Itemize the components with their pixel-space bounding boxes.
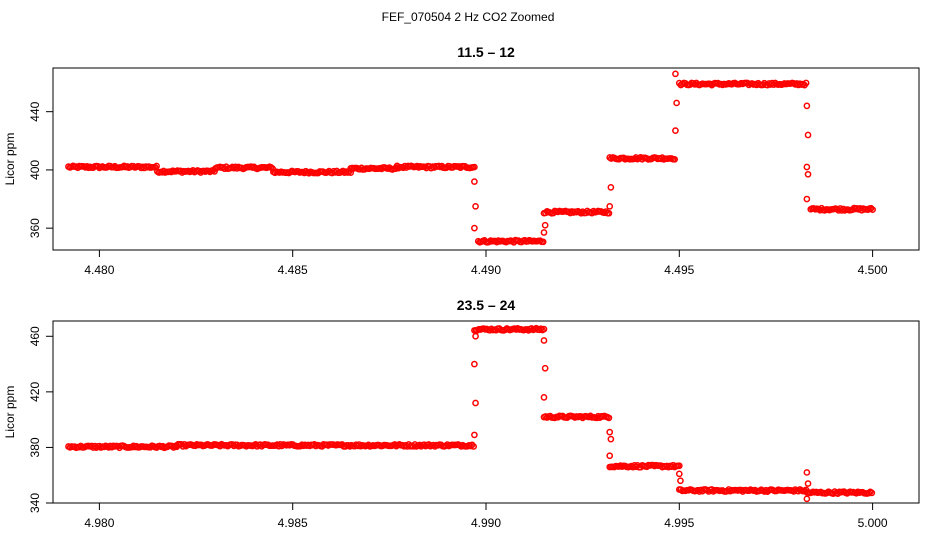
- x-tick-label: 4.485: [278, 263, 308, 277]
- panel-title: 23.5 – 24: [457, 297, 516, 313]
- y-axis-label: Licor ppm: [3, 386, 17, 439]
- transition-point: [471, 360, 478, 368]
- transition-point: [804, 131, 812, 139]
- x-tick-label: 4.490: [471, 263, 501, 277]
- data-point: [540, 325, 548, 333]
- data-series: [65, 70, 876, 246]
- transition-point: [677, 477, 684, 485]
- transition-point: [540, 337, 548, 344]
- data-point: [539, 238, 547, 246]
- data-point: [470, 443, 477, 450]
- figure-title: FEF_070504 2 Hz CO2 Zoomed: [382, 10, 555, 24]
- transition-point: [803, 102, 811, 110]
- transition-point: [471, 431, 478, 439]
- y-tick-label: 420: [28, 382, 42, 402]
- data-point: [471, 163, 478, 171]
- transition-point: [607, 184, 615, 191]
- y-tick-label: 440: [28, 101, 42, 121]
- transition-point: [607, 435, 615, 443]
- x-tick-label: 4.980: [84, 516, 114, 530]
- transition-point: [472, 399, 479, 407]
- y-tick-label: 360: [28, 218, 42, 238]
- y-tick-label: 400: [28, 160, 42, 180]
- transition-point: [541, 364, 549, 372]
- transition-point: [540, 229, 548, 236]
- data-point: [868, 489, 876, 497]
- transition-point: [471, 224, 478, 232]
- data-point: [605, 209, 613, 217]
- x-tick-label: 5.000: [858, 516, 888, 530]
- transition-point: [606, 452, 614, 460]
- transition-point: [672, 127, 679, 134]
- panel-bottom: 23.5 – 24 4.980 4.985 4.990 4.995 5.000 340 380…: [3, 297, 920, 530]
- x-tick-label: 4.500: [858, 263, 888, 277]
- y-axis-label: Licor ppm: [3, 133, 17, 186]
- data-point: [468, 441, 476, 449]
- transition-point: [471, 178, 478, 185]
- panel-top: 11.5 – 12 4.480 4.485 4.490 4.495 4.500 360 400…: [3, 44, 920, 277]
- transition-point: [675, 470, 683, 478]
- transition-point: [804, 480, 812, 487]
- y-tick-label: 460: [28, 326, 42, 346]
- transition-point: [540, 394, 548, 401]
- plot-frame: [52, 67, 920, 251]
- transition-point: [472, 202, 479, 210]
- transition-point: [541, 221, 549, 229]
- transition-point: [606, 428, 614, 436]
- transition-point: [606, 202, 614, 210]
- plot-frame: [52, 320, 920, 504]
- transition-point: [672, 70, 679, 78]
- data-point: [675, 462, 683, 470]
- data-point: [605, 414, 613, 422]
- x-tick-label: 4.480: [84, 263, 114, 277]
- transition-point: [804, 170, 812, 178]
- data-series: [65, 324, 876, 503]
- y-tick-label: 340: [28, 493, 42, 513]
- panel-title: 11.5 – 12: [457, 44, 515, 60]
- transition-point: [472, 332, 479, 340]
- transition-point: [803, 495, 811, 503]
- x-tick-label: 4.495: [664, 263, 694, 277]
- y-tick-label: 380: [28, 437, 42, 457]
- x-tick-label: 4.995: [664, 516, 694, 530]
- data-point: [671, 155, 679, 163]
- transition-point: [673, 99, 680, 107]
- data-point: [869, 206, 876, 214]
- transition-point: [803, 195, 811, 203]
- data-point: [802, 79, 810, 87]
- x-tick-label: 4.985: [278, 516, 308, 530]
- x-tick-label: 4.990: [471, 516, 501, 530]
- transition-point: [803, 163, 811, 171]
- transition-point: [803, 469, 811, 476]
